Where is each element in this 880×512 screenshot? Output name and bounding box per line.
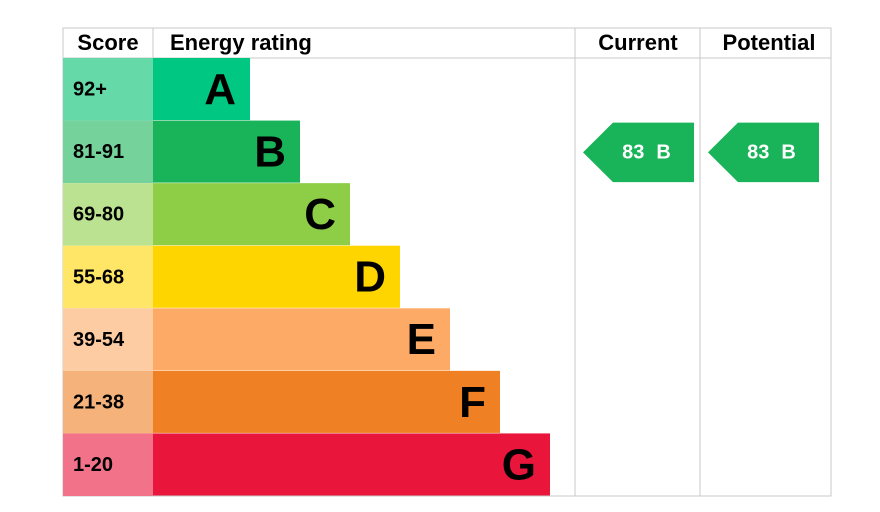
rating-bar (153, 433, 550, 496)
rating-bar (153, 370, 500, 433)
rating-letter: A (204, 65, 236, 114)
score-cell (63, 120, 153, 184)
score-cell (63, 433, 153, 496)
header-rating: Energy rating (170, 30, 312, 55)
potential-value: 83 (747, 142, 769, 164)
score-cell (63, 58, 153, 121)
rating-bar (153, 120, 300, 183)
potential-label: 83 B (747, 142, 796, 164)
rating-letter: E (407, 315, 436, 364)
score-label: 92+ (73, 79, 107, 101)
score-label: 81-91 (73, 141, 124, 163)
rating-bar (153, 245, 400, 308)
header-potential: Potential (723, 30, 816, 55)
header-score: Score (77, 30, 138, 55)
rating-letter: C (304, 190, 336, 239)
score-label: 55-68 (73, 266, 124, 288)
score-cell (63, 183, 153, 246)
header-current: Current (598, 30, 678, 55)
rating-bar (153, 308, 450, 371)
score-cell (63, 370, 153, 434)
potential-letter: B (781, 142, 795, 164)
current-letter: B (656, 142, 670, 164)
score-cell (63, 308, 153, 371)
score-label: 21-38 (73, 391, 124, 413)
score-label: 1-20 (73, 454, 113, 476)
score-label: 39-54 (73, 329, 125, 351)
rating-letter: B (254, 127, 286, 176)
current-value: 83 (622, 142, 644, 164)
score-cell (63, 245, 153, 309)
score-label: 69-80 (73, 204, 124, 226)
rating-bar (153, 183, 350, 246)
rating-letter: D (354, 253, 386, 302)
current-label: 83 B (622, 142, 671, 164)
rating-letter: G (502, 440, 536, 489)
rating-letter: F (459, 378, 486, 427)
current-arrow (583, 122, 694, 183)
rating-bar (153, 58, 250, 121)
potential-arrow (708, 122, 819, 183)
